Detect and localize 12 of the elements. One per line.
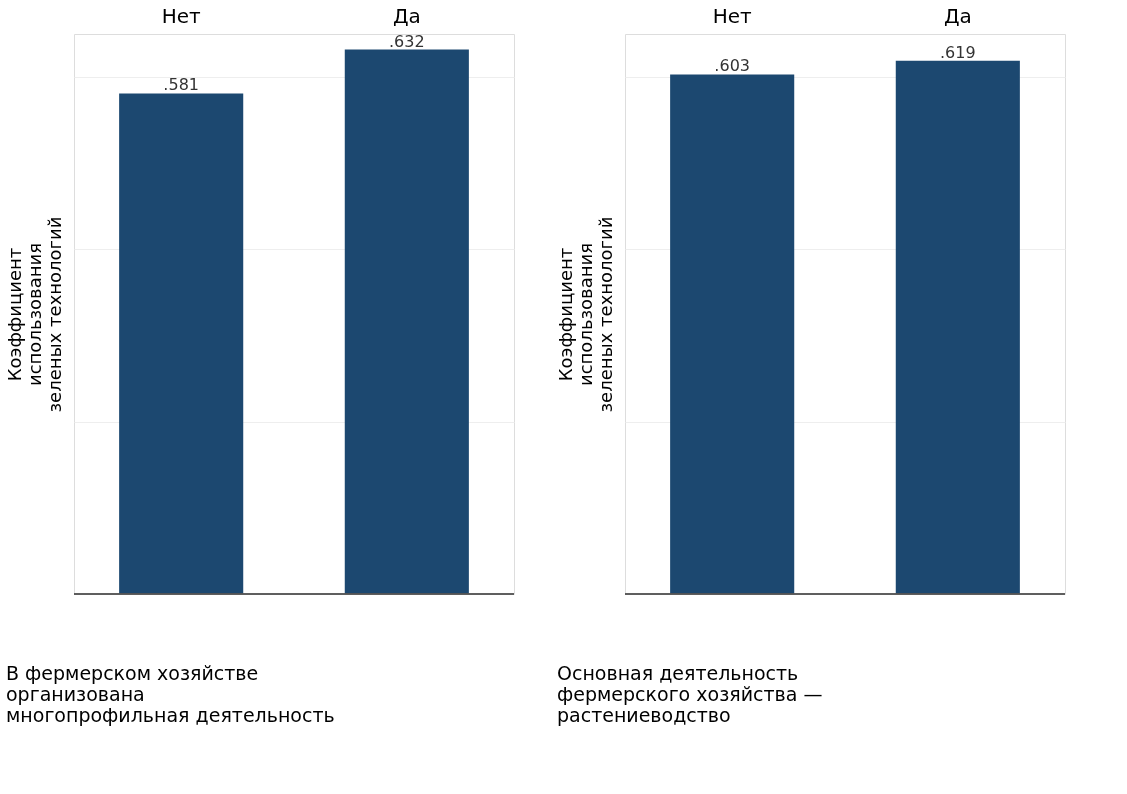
data-label: .581 [163, 75, 199, 95]
x-axis-title: Основная деятельность фермерского хозяйства — растениеводство [557, 661, 823, 726]
x-tick-label: Да [392, 3, 421, 28]
y-axis-title: Коэффициент использования зеленых технологий [554, 216, 616, 413]
data-label: .632 [389, 31, 425, 51]
x-tick-label: Да [943, 3, 972, 28]
data-label: .603 [714, 56, 750, 76]
x-tick-label: Нет [712, 3, 753, 28]
x-tick-label: Нет [161, 3, 202, 28]
x-axis-title: В фермерском хозяйстве организована многопрофильная деятельность [6, 661, 335, 726]
y-axis-title: Коэффициент использования зеленых технологий [3, 216, 65, 413]
data-label: .619 [940, 42, 976, 62]
